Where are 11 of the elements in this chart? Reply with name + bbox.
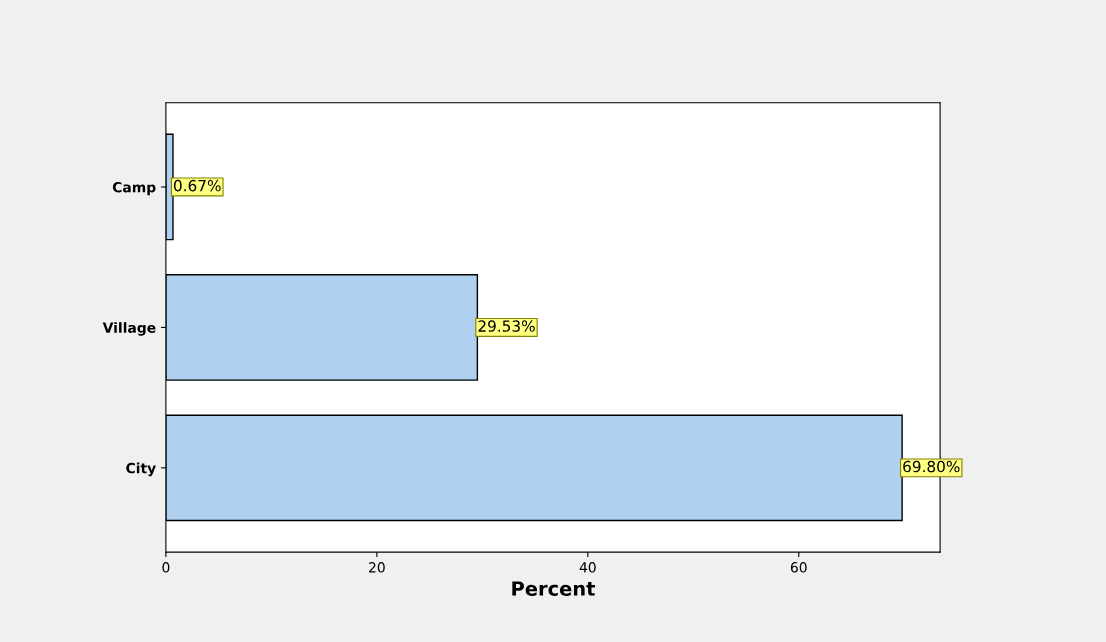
x-tick-label: 20 <box>369 562 385 573</box>
y-tick-label: Camp <box>112 181 156 196</box>
x-tick-label: 60 <box>790 562 807 573</box>
data-label: 69.80% <box>903 460 960 473</box>
y-tick-label: Village <box>102 322 156 336</box>
x-tick-label: 40 <box>579 562 596 573</box>
data-label: 0.67% <box>173 179 221 192</box>
x-tick-label: 0 <box>162 562 170 573</box>
data-label: 29.53% <box>478 320 535 332</box>
x-axis-title: Percent <box>512 581 595 596</box>
y-tick-label: City <box>126 462 156 477</box>
